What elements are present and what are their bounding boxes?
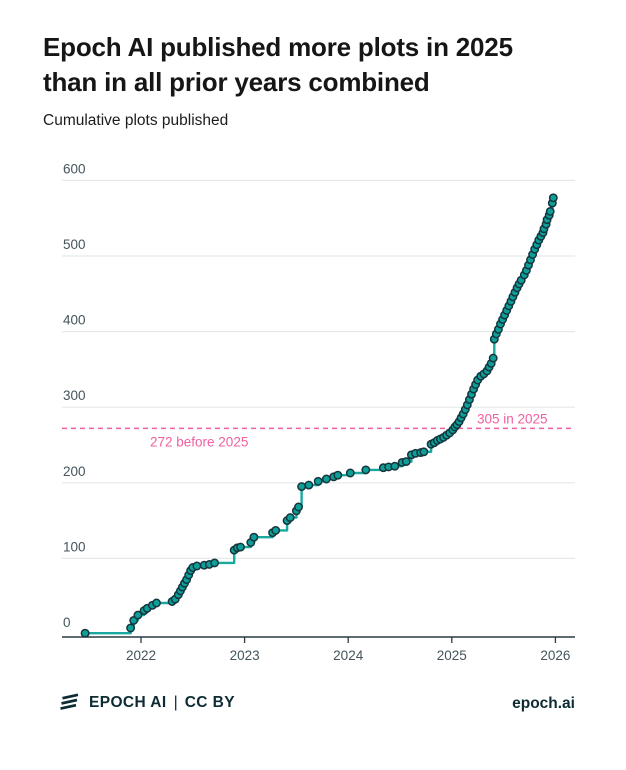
y-tick-label-400: 400 [63, 313, 86, 328]
data-point [488, 353, 498, 363]
data-point [345, 468, 355, 478]
data-point [321, 474, 331, 484]
y-tick-label-100: 100 [63, 539, 86, 554]
chart-subtitle: Cumulative plots published [43, 112, 229, 129]
x-tick-label-2023: 2023 [230, 648, 260, 663]
x-tick-label-2025: 2025 [437, 648, 467, 663]
data-point [249, 532, 259, 542]
data-point [545, 206, 555, 216]
page-title-line1: Epoch AI published more plots in 2025 [43, 32, 513, 62]
chart-canvas: 0 100 200 300 400 500 600 2022 2023 2024 2025 2026 2… [62, 161, 575, 663]
brand-block: EPOCH AI | CC BY [59, 693, 235, 713]
site-link[interactable]: epoch.ai [512, 695, 575, 712]
data-point [548, 193, 558, 203]
data-point [304, 480, 314, 490]
annotation-in-2025: 305 in 2025 [477, 411, 548, 426]
brand-separator: | [173, 694, 178, 711]
data-point [333, 470, 343, 480]
page-title: Epoch AI published more plots in 2025 th… [43, 30, 513, 100]
y-tick-label-500: 500 [63, 237, 86, 252]
y-tick-label-0: 0 [63, 615, 71, 630]
x-tick-label-2022: 2022 [126, 648, 156, 663]
y-tick-label-200: 200 [63, 464, 86, 479]
brand-name: EPOCH AI [89, 694, 167, 711]
annotation-before-2025: 272 before 2025 [150, 434, 248, 449]
cumulative-plots-chart: 0 100 200 300 400 500 600 2022 2023 2024 2025 2026 2… [0, 150, 626, 670]
data-point [390, 461, 400, 471]
x-tick-label-2024: 2024 [333, 648, 364, 663]
data-point [126, 623, 136, 633]
data-point [210, 558, 220, 568]
data-point [133, 610, 143, 620]
data-point [313, 476, 323, 486]
footer: EPOCH AI | CC BY epoch.ai [0, 690, 626, 720]
license-label: CC BY [184, 694, 235, 711]
data-point [236, 542, 245, 552]
y-tick-label-300: 300 [63, 388, 86, 403]
page-title-line2: than in all prior years combined [43, 67, 430, 97]
y-tick-label-600: 600 [63, 161, 86, 176]
data-point [361, 465, 371, 475]
data-point [192, 561, 202, 571]
data-point [401, 457, 411, 467]
epoch-ai-logo-icon [60, 693, 79, 710]
data-point [80, 628, 90, 638]
data-point [419, 447, 429, 457]
data-point [297, 482, 307, 492]
data-point [294, 502, 303, 512]
data-point [271, 525, 281, 535]
data-point [285, 513, 295, 523]
x-tick-label-2026: 2026 [540, 648, 570, 663]
data-point [152, 598, 161, 608]
